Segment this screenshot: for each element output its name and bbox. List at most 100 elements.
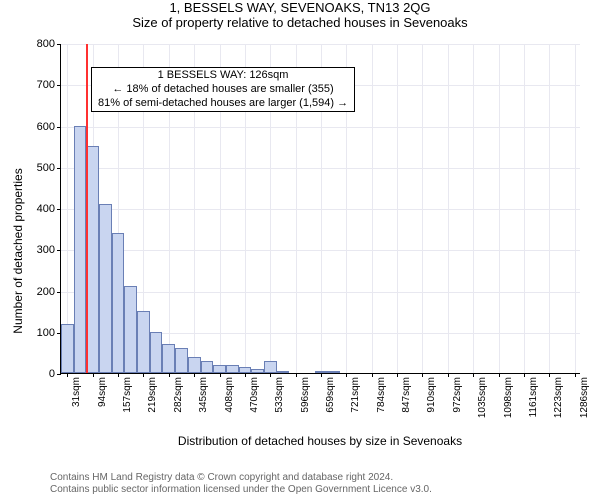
x-tick-mark [499,373,500,377]
histogram-bar [264,361,277,373]
x-tick-mark [194,373,195,377]
x-tick-label: 910sqm [426,377,437,413]
gridline-v [473,44,474,373]
gridline-v [575,44,576,373]
y-tick-mark [57,127,61,128]
chart-area: Number of detached properties 0100200300… [0,34,600,454]
histogram-bar [137,311,150,373]
x-tick-mark [372,373,373,377]
x-tick-label: 282sqm [173,377,184,413]
x-tick-mark [575,373,576,377]
copyright-text: Contains HM Land Registry data © Crown c… [50,472,432,496]
x-tick-label: 1035sqm [477,377,488,418]
x-tick-label: 1161sqm [528,377,539,417]
y-tick-label: 800 [5,38,55,50]
x-tick-mark [118,373,119,377]
annotation-box: 1 BESSELS WAY: 126sqm ← 18% of detached … [91,67,355,112]
x-tick-label: 94sqm [97,377,108,407]
histogram-bar [327,371,340,373]
annotation-line-2: ← 18% of detached houses are smaller (35… [98,83,348,97]
histogram-bar [239,367,252,373]
x-tick-label: 157sqm [122,377,133,413]
y-tick-label: 200 [5,286,55,298]
y-tick-label: 500 [5,162,55,174]
histogram-bar [74,126,87,374]
plot-region: 010020030040050060070080031sqm94sqm157sq… [60,44,580,374]
x-tick-label: 784sqm [376,377,387,413]
x-tick-label: 972sqm [452,377,463,413]
x-tick-label: 1286sqm [579,377,590,418]
y-tick-label: 400 [5,203,55,215]
y-tick-label: 300 [5,244,55,256]
gridline-v [549,44,550,373]
histogram-bar [226,365,239,373]
gridline-v [499,44,500,373]
histogram-bar [188,357,201,374]
histogram-bar [175,348,188,373]
y-tick-label: 700 [5,79,55,91]
histogram-bar [61,324,74,374]
histogram-bar [201,361,214,373]
x-tick-mark [93,373,94,377]
x-tick-mark [143,373,144,377]
x-tick-label: 659sqm [325,377,336,413]
x-tick-label: 533sqm [274,377,285,413]
x-tick-mark [549,373,550,377]
copyright-line-1: Contains HM Land Registry data © Crown c… [50,472,432,484]
x-tick-mark [473,373,474,377]
copyright-line-2: Contains public sector information licen… [50,484,432,496]
y-tick-mark [57,44,61,45]
x-axis-label: Distribution of detached houses by size … [60,434,580,448]
y-tick-label: 100 [5,327,55,339]
x-tick-mark [296,373,297,377]
y-tick-mark [57,85,61,86]
x-tick-mark [245,373,246,377]
x-tick-mark [346,373,347,377]
x-tick-label: 31sqm [71,377,82,407]
annotation-line-3: 81% of semi-detached houses are larger (… [98,97,348,111]
gridline-v [524,44,525,373]
y-tick-mark [57,209,61,210]
x-tick-label: 470sqm [249,377,260,413]
y-tick-mark [57,250,61,251]
x-tick-mark [448,373,449,377]
x-tick-label: 345sqm [198,377,209,413]
gridline-v [448,44,449,373]
x-tick-mark [220,373,221,377]
x-tick-mark [524,373,525,377]
x-tick-label: 1223sqm [553,377,564,418]
histogram-bar [124,286,137,373]
y-tick-mark [57,168,61,169]
marker-line [86,44,88,373]
x-tick-label: 1098sqm [503,377,514,418]
gridline-v [397,44,398,373]
x-tick-mark [67,373,68,377]
x-tick-label: 721sqm [350,377,361,413]
page-title: 1, BESSELS WAY, SEVENOAKS, TN13 2QG [0,0,600,15]
x-tick-mark [169,373,170,377]
y-tick-mark [57,374,61,375]
histogram-bar [99,204,112,373]
histogram-bar [150,332,163,373]
y-tick-label: 0 [5,368,55,380]
page-subtitle: Size of property relative to detached ho… [0,15,600,30]
x-tick-label: 847sqm [401,377,412,413]
histogram-bar [112,233,125,373]
y-tick-mark [57,292,61,293]
histogram-bar [162,344,175,373]
x-tick-mark [397,373,398,377]
x-tick-mark [422,373,423,377]
x-tick-mark [270,373,271,377]
histogram-bar [315,371,328,373]
annotation-line-1: 1 BESSELS WAY: 126sqm [98,69,348,83]
histogram-bar [251,369,264,373]
y-tick-label: 600 [5,121,55,133]
gridline-v [422,44,423,373]
x-tick-label: 596sqm [300,377,311,413]
gridline-v [372,44,373,373]
x-tick-label: 219sqm [147,377,158,413]
x-tick-label: 408sqm [224,377,235,413]
histogram-bar [213,365,226,373]
x-tick-mark [321,373,322,377]
histogram-bar [277,371,290,373]
